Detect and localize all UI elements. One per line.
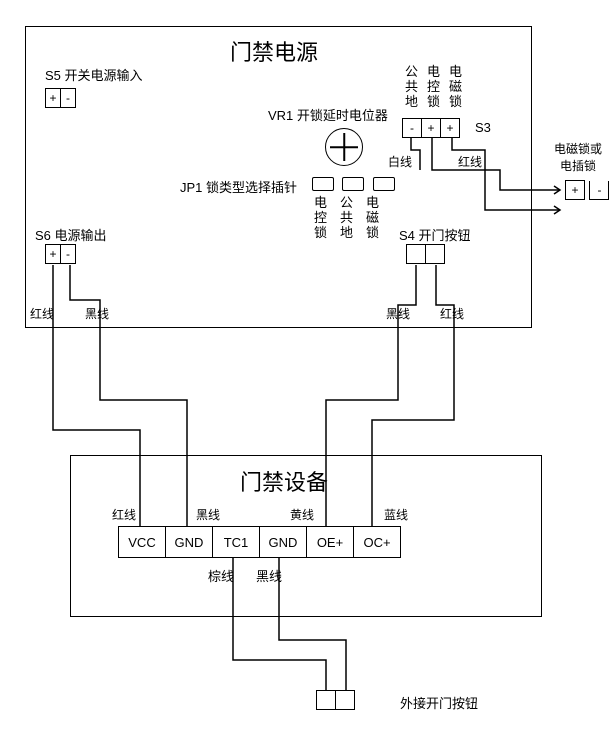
s4-t1 [406, 244, 426, 264]
jp1-col-c: 电磁锁 [366, 196, 379, 241]
s3-hdr-a: 公共地 [405, 65, 418, 110]
s4-black: 黑线 [386, 305, 410, 322]
lower-black2: 黑线 [256, 566, 282, 585]
s3-minus: - [402, 118, 422, 138]
lower-black: 黑线 [196, 506, 220, 523]
s4-red: 红线 [440, 305, 464, 322]
jp1-col-b: 公共地 [340, 196, 353, 241]
lower-blue: 蓝线 [384, 506, 408, 523]
s6-minus: - [61, 244, 76, 264]
s5-minus: - [61, 88, 76, 108]
s6-red: 红线 [30, 305, 54, 322]
s3-red: 红线 [458, 153, 482, 170]
ext-lock-minus: - [589, 181, 609, 200]
jp1-col-a: 电控锁 [314, 196, 327, 241]
term-vcc: VCC [118, 526, 166, 558]
s5-plus: + [45, 88, 61, 108]
lower-brown: 棕线 [208, 566, 234, 585]
ext-button-label: 外接开门按钮 [400, 693, 478, 712]
ext-lock-terminals: + - [565, 180, 609, 200]
s3-hdr-b: 电控锁 [427, 65, 440, 110]
ext-lock-plus: + [565, 180, 585, 200]
vr1-label: VR1 开锁延时电位器 [268, 105, 388, 124]
terminal-row: VCC GND TC1 GND OE+ OC+ [118, 526, 401, 558]
ext-lock-label: 电磁锁或 电插锁 [548, 140, 608, 174]
jp1-jumper-b [342, 177, 364, 191]
s4-label: S4 开门按钮 [399, 225, 471, 244]
lower-yellow: 黄线 [290, 506, 314, 523]
lower-red: 红线 [112, 506, 136, 523]
term-gnd2: GND [260, 526, 307, 558]
jp1-jumpers [310, 177, 397, 196]
ext-button-terminals [316, 690, 355, 710]
s3-white: 白线 [388, 153, 412, 170]
s4-terminals [406, 244, 445, 264]
term-oe: OE+ [307, 526, 354, 558]
upper-title: 门禁电源 [230, 35, 318, 67]
s6-black: 黑线 [85, 305, 109, 322]
s3-hdr-c: 电磁锁 [449, 65, 462, 110]
jp1-label: JP1 锁类型选择插针 [180, 177, 297, 196]
ext-btn-t2 [336, 690, 355, 710]
term-gnd1: GND [166, 526, 213, 558]
s3-terminals: - + + [402, 118, 460, 138]
ext-btn-t1 [316, 690, 336, 710]
jp1-jumper-a [312, 177, 334, 191]
jp1-jumper-c [373, 177, 395, 191]
s6-label: S6 电源输出 [35, 225, 107, 244]
s3-plus2: + [441, 118, 460, 138]
term-oc: OC+ [354, 526, 401, 558]
s3-label: S3 [475, 120, 491, 135]
vr1-pot [325, 128, 363, 166]
s5-terminals: + - [45, 88, 76, 108]
s6-plus: + [45, 244, 61, 264]
lower-title: 门禁设备 [240, 465, 328, 497]
s3-plus1: + [422, 118, 441, 138]
term-tc1: TC1 [213, 526, 260, 558]
s4-t2 [426, 244, 445, 264]
s5-label: S5 开关电源输入 [45, 65, 143, 84]
s6-terminals: + - [45, 244, 76, 264]
